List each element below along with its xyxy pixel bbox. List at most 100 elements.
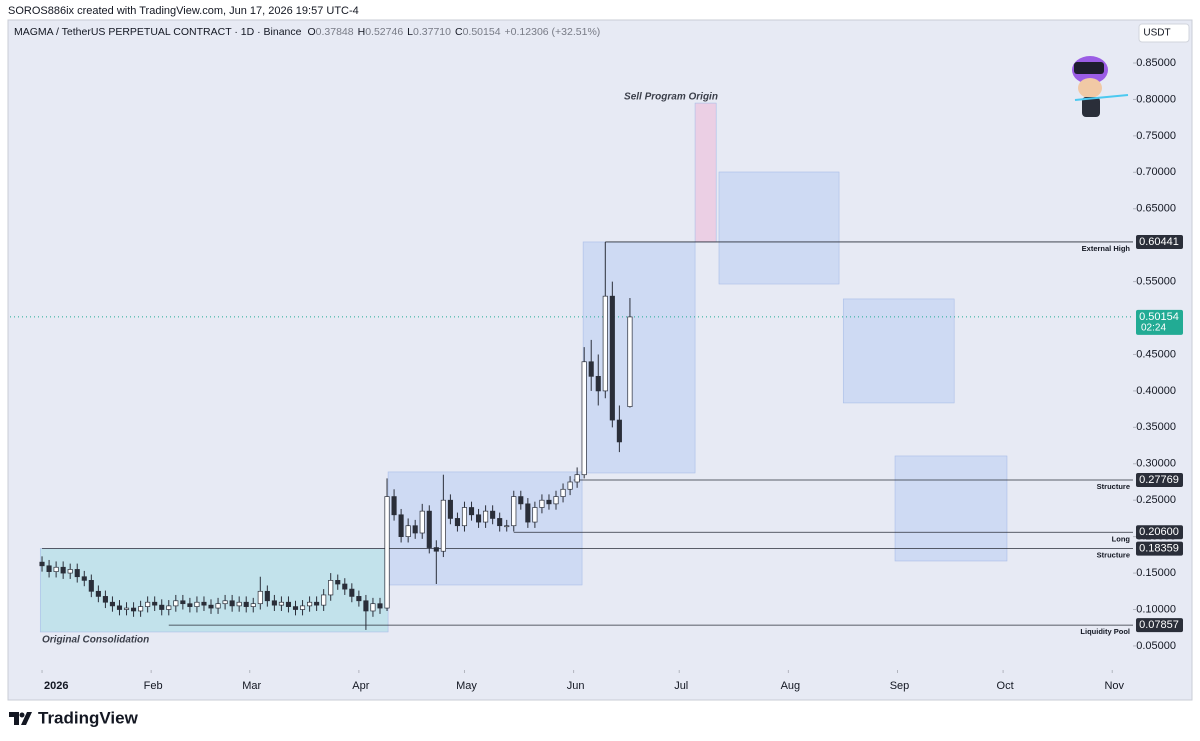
- candle-body: [391, 496, 397, 516]
- y-tick-label: 0.45000: [1136, 348, 1176, 360]
- ohlc-label: C: [455, 26, 463, 38]
- candle-body: [131, 607, 137, 612]
- candle-body: [433, 547, 439, 552]
- symbol: MAGMA / TetherUS PERPETUAL CONTRACT · 1D…: [14, 26, 302, 38]
- candle-body: [60, 566, 66, 574]
- credit: SOROS886ix created with TradingView.com,…: [8, 5, 359, 17]
- candle-body: [138, 606, 144, 612]
- candle-body: [567, 481, 573, 490]
- candle-body: [440, 499, 446, 552]
- currency[interactable]: USDT: [1143, 28, 1170, 39]
- candle-body: [595, 375, 601, 392]
- x-tick-label: Feb: [144, 680, 163, 692]
- candle-body: [518, 496, 524, 505]
- x-tick-label: Nov: [1104, 680, 1124, 692]
- candle-body: [39, 561, 45, 567]
- candle-body: [145, 601, 151, 607]
- candle-body: [405, 525, 411, 537]
- candle-body: [285, 601, 292, 607]
- logo-text: TradingView: [38, 708, 139, 727]
- x-tick-label: Mar: [242, 680, 261, 692]
- logo: [9, 712, 32, 725]
- ohlc: O0.37848 H0.52746 L0.37710 C0.50154: [307, 26, 500, 38]
- x-tick-label: Jun: [567, 680, 585, 692]
- candle-body: [53, 566, 59, 572]
- x-tick-label: Jul: [674, 680, 688, 692]
- candle-body: [609, 295, 615, 421]
- candle-body: [173, 600, 179, 607]
- candle-body: [426, 510, 432, 548]
- candle-body: [215, 603, 221, 609]
- candle-body: [74, 569, 80, 578]
- candle-body: [229, 600, 235, 607]
- candle-body: [222, 600, 228, 605]
- candle-body: [419, 510, 425, 534]
- y-tick-label: 0.05000: [1136, 640, 1176, 652]
- y-tick-label: 0.55000: [1136, 276, 1176, 288]
- candle-body: [187, 603, 193, 607]
- price-tag-label: 0.07857: [1139, 619, 1179, 631]
- candle-body: [81, 576, 87, 581]
- y-tick-label: 0.25000: [1136, 494, 1176, 506]
- candle-body: [370, 603, 376, 612]
- candle-body: [109, 601, 115, 607]
- candle-body: [454, 518, 460, 527]
- candle-body: [627, 316, 633, 407]
- y-tick-label: 0.70000: [1136, 166, 1176, 178]
- zone: [718, 171, 840, 285]
- candle-body: [123, 607, 130, 610]
- y-tick-label: 0.15000: [1136, 567, 1176, 579]
- candle-body: [363, 600, 369, 612]
- candle-body: [461, 507, 468, 527]
- candle-body: [546, 499, 552, 505]
- y-tick-label: 0.30000: [1136, 458, 1176, 470]
- x-tick-label: Aug: [781, 680, 801, 692]
- price-tag-label: 0.60441: [1139, 236, 1179, 248]
- candle-body: [490, 510, 496, 519]
- candle-body: [271, 600, 277, 606]
- price-tag-label: 0.20600: [1139, 526, 1179, 538]
- candle-body: [447, 499, 453, 519]
- plot: 2026 Feb Mar Apr May Jun Jul Aug Sep Oct Nov 0.0500…: [10, 57, 1183, 692]
- candle-body: [384, 496, 390, 609]
- annotation: Sell Program Origin: [624, 92, 718, 103]
- candle-body: [349, 588, 355, 597]
- ohlc-label: O: [307, 26, 315, 38]
- symbol-line: MAGMA / TetherUS PERPETUAL CONTRACT · 1D…: [14, 26, 600, 38]
- candle-body: [335, 580, 341, 585]
- zone: [694, 102, 717, 243]
- y-tick-label: 0.80000: [1136, 93, 1176, 105]
- candle-body: [539, 499, 545, 508]
- countdown: 02:24: [1141, 323, 1166, 334]
- y-tick-label: 0.65000: [1136, 203, 1176, 215]
- candle-body: [602, 295, 608, 392]
- candle-body: [314, 601, 320, 606]
- candle-body: [264, 590, 270, 602]
- y-tick-label: 0.40000: [1136, 385, 1176, 397]
- level-name: Long: [1112, 534, 1131, 543]
- x-tick-label: May: [456, 680, 477, 692]
- candle-body: [159, 604, 165, 610]
- zone: [842, 298, 955, 404]
- candle-body: [102, 596, 108, 603]
- currency-button[interactable]: [1138, 23, 1190, 43]
- candle-body: [307, 601, 313, 607]
- candle-body: [292, 606, 299, 610]
- candle-body: [299, 605, 306, 610]
- candle-body: [560, 488, 566, 497]
- y-tick-label: 0.75000: [1136, 130, 1176, 142]
- price-tag: [1136, 618, 1183, 633]
- candle-body: [116, 605, 123, 610]
- ohlc-value: 0.37710: [413, 26, 451, 38]
- x-tick-label: Apr: [352, 680, 369, 692]
- candle-body: [67, 569, 73, 574]
- candle-body: [616, 419, 622, 443]
- candle-body: [201, 601, 207, 606]
- price-tag: [1136, 541, 1183, 556]
- candle-body: [511, 496, 517, 527]
- candle-body: [588, 361, 594, 377]
- candle-body: [208, 604, 214, 609]
- candle-body: [236, 601, 242, 607]
